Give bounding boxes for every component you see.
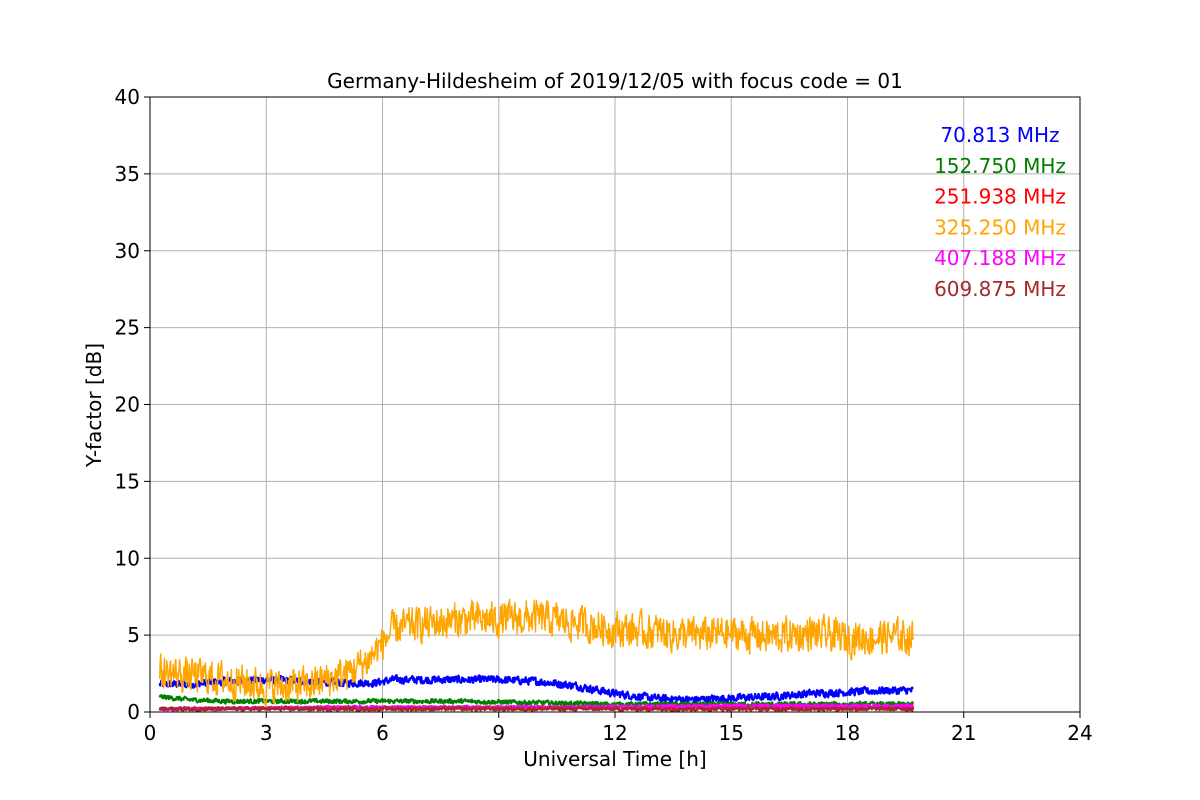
- x-tick-label: 12: [602, 721, 627, 745]
- legend-entry: 407.188 MHz: [934, 246, 1066, 270]
- legend-entry: 325.250 MHz: [934, 215, 1066, 239]
- series-line: [158, 705, 915, 712]
- y-tick-label: 10: [115, 546, 140, 570]
- series-line: [158, 674, 914, 705]
- legend-entry: 609.875 MHz: [934, 277, 1066, 301]
- x-axis-label: Universal Time [h]: [523, 747, 706, 771]
- x-tick-label: 6: [376, 721, 389, 745]
- x-tick-label: 0: [144, 721, 157, 745]
- y-tick-label: 0: [127, 700, 140, 724]
- x-tick-label: 21: [951, 721, 976, 745]
- x-tick-label: 15: [719, 721, 744, 745]
- x-tick-label: 18: [835, 721, 860, 745]
- legend-entry: 152.750 MHz: [934, 154, 1066, 178]
- x-tick-label: 3: [260, 721, 273, 745]
- plot-lines: [158, 598, 915, 712]
- y-tick-label: 40: [115, 85, 140, 109]
- y-tick-label: 30: [115, 239, 140, 263]
- y-axis-label: Y-factor [dB]: [82, 343, 106, 468]
- y-tick-label: 15: [115, 469, 140, 493]
- series-line: [159, 598, 915, 707]
- ticks: 0 3 6 9 12 15 18 21 24 0 5 10 15 20 25 30 35 40: [115, 85, 1093, 745]
- legend-entry: 251.938 MHz: [934, 185, 1066, 209]
- y-tick-label: 25: [115, 316, 140, 340]
- legend-entry: 70.813 MHz: [940, 123, 1059, 147]
- y-tick-label: 20: [115, 393, 140, 417]
- x-tick-label: 24: [1067, 721, 1092, 745]
- y-tick-label: 35: [115, 162, 140, 186]
- legend: 70.813 MHz 152.750 MHz 251.938 MHz 325.250 …: [934, 123, 1066, 301]
- x-tick-label: 9: [492, 721, 505, 745]
- chart-title: Germany-Hildesheim of 2019/12/05 with fo…: [327, 69, 903, 93]
- y-tick-label: 5: [127, 623, 140, 647]
